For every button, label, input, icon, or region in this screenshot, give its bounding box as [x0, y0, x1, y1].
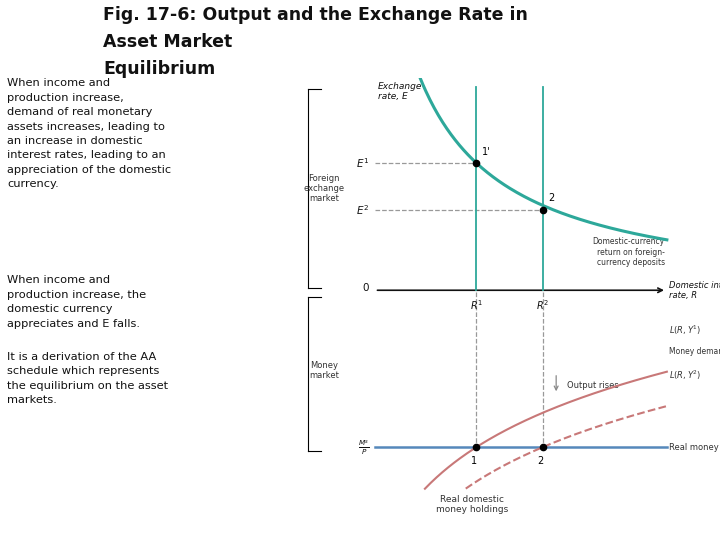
Text: 1': 1': [482, 147, 490, 157]
Text: 1: 1: [471, 456, 477, 467]
Text: Domestic interest
rate, R: Domestic interest rate, R: [669, 281, 720, 300]
Text: Domestic-currency
return on foreign-
currency deposits: Domestic-currency return on foreign- cur…: [593, 237, 665, 267]
Text: $R^2$: $R^2$: [536, 298, 549, 312]
Text: Equilibrium: Equilibrium: [104, 59, 216, 78]
Text: $\frac{M^s}{P}$: $\frac{M^s}{P}$: [358, 437, 369, 456]
Text: Exchange
rate, E: Exchange rate, E: [378, 82, 423, 101]
Text: It is a derivation of the AA
schedule which represents
the equilibrium on the as: It is a derivation of the AA schedule wh…: [7, 352, 168, 405]
Text: $L(R, Y^1)$: $L(R, Y^1)$: [669, 324, 701, 337]
Text: Fig. 17-6: Output and the Exchange Rate in: Fig. 17-6: Output and the Exchange Rate …: [104, 6, 528, 24]
Text: $E^2$: $E^2$: [356, 203, 369, 217]
Text: $E^1$: $E^1$: [356, 156, 369, 170]
Text: 2: 2: [548, 193, 554, 204]
Text: $: $: [28, 18, 59, 60]
Text: 2: 2: [538, 456, 544, 467]
Text: $R^1$: $R^1$: [470, 298, 483, 312]
Text: Foreign
exchange
market: Foreign exchange market: [303, 174, 344, 204]
Text: 0: 0: [363, 283, 369, 293]
Text: Asset Market: Asset Market: [104, 33, 233, 51]
Text: When income and
production increase,
demand of real monetary
assets increases, l: When income and production increase, dem…: [7, 78, 171, 189]
Text: Money demand curves: Money demand curves: [669, 347, 720, 356]
Text: Money
market: Money market: [309, 361, 338, 381]
Text: Output rises: Output rises: [567, 381, 619, 390]
Text: Real domestic
money holdings: Real domestic money holdings: [436, 495, 508, 514]
Text: When income and
production increase, the
domestic currency
appreciates and E fal: When income and production increase, the…: [7, 275, 146, 329]
Text: 17-21: 17-21: [681, 516, 709, 526]
Text: Copyright ©2015 Pearson Education, Inc. All rights reserved.: Copyright ©2015 Pearson Education, Inc. …: [11, 516, 309, 526]
Text: $L(R, Y^2)$: $L(R, Y^2)$: [669, 368, 701, 382]
Text: Real money supply: Real money supply: [669, 443, 720, 451]
